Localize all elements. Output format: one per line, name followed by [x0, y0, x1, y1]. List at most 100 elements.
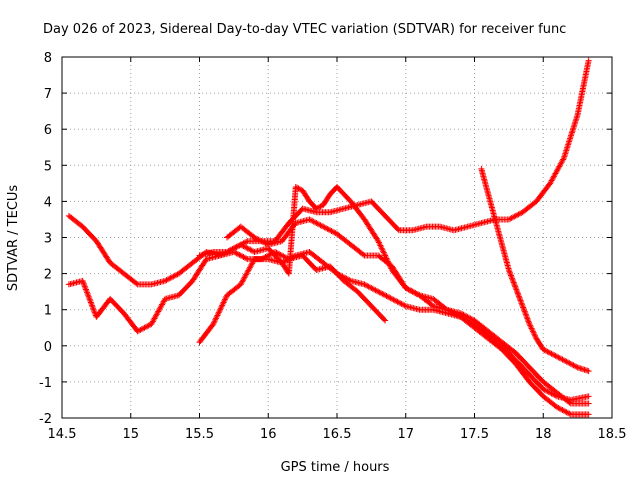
- data-point: [85, 293, 92, 300]
- data-point: [222, 295, 229, 302]
- data-point: [167, 274, 174, 281]
- data-point: [374, 236, 381, 243]
- data-point: [248, 247, 255, 254]
- data-point: [142, 324, 149, 331]
- data-point: [86, 295, 93, 302]
- data-point: [565, 359, 571, 366]
- y-axis-label: SDTVAR / TECUs: [6, 185, 21, 292]
- data-point: [228, 246, 235, 253]
- data-point: [244, 245, 251, 252]
- y-tick-label: 8: [44, 51, 52, 66]
- data-point: [513, 287, 520, 294]
- data-point: [466, 314, 472, 321]
- data-point: [329, 228, 336, 235]
- data-point: [236, 251, 243, 258]
- data-point: [87, 298, 94, 305]
- data-point: [317, 203, 324, 210]
- data-point: [323, 225, 329, 232]
- data-point: [162, 277, 169, 284]
- data-point: [316, 204, 323, 211]
- data-point: [243, 244, 250, 251]
- data-point: [543, 387, 549, 394]
- data-point: [380, 249, 387, 256]
- data-point: [365, 283, 372, 290]
- grid-lines: [62, 57, 612, 418]
- data-point: [371, 286, 378, 293]
- data-point: [295, 185, 302, 192]
- data-point: [525, 318, 532, 325]
- data-point: [559, 407, 566, 414]
- data-point: [570, 362, 577, 369]
- data-point: [163, 277, 170, 284]
- data-point: [377, 242, 384, 249]
- data-point: [384, 293, 391, 300]
- data-point: [450, 310, 457, 317]
- data-point: [390, 296, 397, 303]
- data-point: [515, 291, 522, 298]
- data-point: [551, 352, 558, 359]
- y-tick-label: 6: [44, 123, 52, 138]
- data-point: [239, 242, 246, 249]
- data-point: [446, 308, 453, 315]
- data-point: [361, 281, 368, 288]
- data-point: [220, 299, 227, 306]
- data-point: [529, 328, 536, 335]
- data-point: [384, 258, 391, 265]
- data-point: [325, 226, 332, 233]
- data-point: [321, 224, 328, 231]
- data-point: [237, 241, 244, 248]
- data-point: [585, 400, 592, 407]
- x-axis-label: GPS time / hours: [281, 460, 390, 475]
- data-point: [518, 298, 525, 305]
- data-point: [241, 243, 248, 250]
- y-tick-label: 1: [44, 304, 52, 319]
- data-point: [395, 299, 402, 306]
- data-point: [243, 238, 250, 245]
- data-point: [378, 245, 385, 252]
- data-point: [343, 275, 350, 282]
- data-point: [252, 235, 259, 242]
- data-point: [394, 298, 401, 305]
- data-point: [372, 287, 379, 294]
- data-point: [565, 409, 571, 416]
- data-point: [334, 270, 340, 277]
- data-point: [221, 296, 228, 303]
- data-point: [217, 305, 224, 312]
- data-point: [467, 315, 474, 322]
- x-tick-label: 18: [535, 427, 552, 442]
- data-point: [251, 234, 258, 241]
- data-point: [506, 268, 513, 275]
- data-point: [385, 259, 392, 266]
- data-point: [317, 222, 324, 229]
- x-tick-label: 15: [122, 427, 139, 442]
- data-point: [413, 290, 420, 297]
- data-point: [257, 237, 263, 244]
- data-point: [230, 245, 237, 252]
- data-point: [318, 222, 325, 229]
- data-point: [258, 238, 265, 245]
- data-point: [445, 307, 452, 314]
- data-point: [544, 348, 551, 355]
- data-point: [84, 289, 91, 296]
- data-point: [327, 227, 334, 234]
- data-point: [444, 306, 450, 313]
- data-point: [166, 275, 173, 282]
- data-point: [261, 239, 268, 246]
- data-point: [524, 316, 531, 323]
- data-point: [262, 240, 269, 247]
- data-point: [566, 399, 573, 406]
- data-point: [313, 220, 320, 227]
- data-point: [530, 329, 537, 336]
- data-point: [520, 304, 527, 311]
- data-point: [468, 316, 475, 323]
- y-tick-label: 7: [44, 87, 52, 102]
- data-point: [558, 406, 565, 413]
- data-point: [88, 302, 95, 309]
- data-point: [452, 311, 459, 318]
- data-point: [522, 311, 529, 318]
- data-point: [213, 315, 219, 322]
- data-point: [210, 321, 217, 328]
- data-point: [259, 238, 266, 245]
- data-point: [382, 292, 389, 299]
